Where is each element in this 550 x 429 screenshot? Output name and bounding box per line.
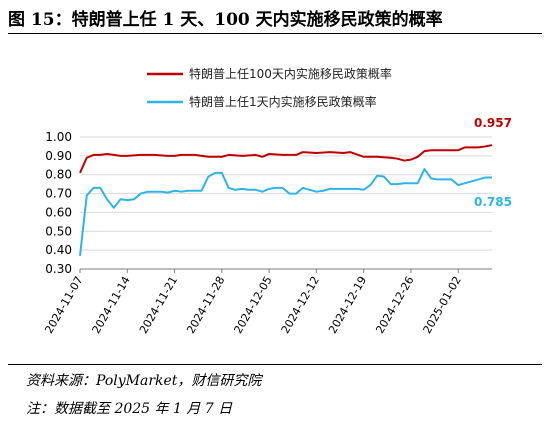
end-value-label: 0.785 bbox=[474, 195, 512, 209]
end-labels: 0.957 0.785 bbox=[474, 116, 512, 209]
x-tick-label: 2024-11-14 bbox=[90, 274, 133, 336]
x-tick-label: 2024-11-28 bbox=[184, 274, 227, 336]
y-tick-label: 0.50 bbox=[45, 224, 72, 238]
series-lines bbox=[79, 144, 493, 256]
y-axis-ticks: 1.00 0.90 0.80 0.70 0.60 0.50 0.40 0.30 bbox=[45, 130, 72, 276]
top-rule bbox=[8, 33, 542, 34]
legend-entry: 特朗普上任100天内实施移民政策概率 bbox=[189, 66, 392, 81]
figure-title: 图 15：特朗普上任 1 天、100 天内实施移民政策的概率 bbox=[8, 10, 443, 30]
series-line-1-day bbox=[79, 168, 492, 256]
x-tick-label: 2024-11-21 bbox=[137, 274, 180, 336]
data-cutoff-note: 注：数据截至 2025 年 1 月 7 日 bbox=[26, 401, 233, 417]
y-tick-label: 0.30 bbox=[45, 262, 72, 276]
y-tick-label: 0.70 bbox=[45, 187, 72, 201]
y-tick-label: 0.60 bbox=[45, 205, 72, 219]
legend-entry: 特朗普上任1天内实施移民政策概率 bbox=[189, 94, 377, 109]
y-tick-label: 0.90 bbox=[45, 149, 72, 163]
y-tick-label: 0.80 bbox=[45, 168, 72, 182]
source-note: 资料来源：PolyMarket，财信研究院 bbox=[26, 373, 262, 389]
end-value-label: 0.957 bbox=[474, 116, 512, 130]
x-tick-label: 2025-01-02 bbox=[421, 274, 464, 336]
x-tick-label: 2024-12-12 bbox=[279, 274, 322, 336]
y-tick-label: 1.00 bbox=[45, 130, 72, 144]
series-line-100-day bbox=[79, 144, 493, 174]
x-tick-label: 2024-12-05 bbox=[231, 274, 274, 336]
x-tick-label: 2024-11-07 bbox=[42, 274, 85, 336]
y-tick-label: 0.40 bbox=[45, 243, 72, 257]
x-tick-label: 2024-12-19 bbox=[326, 274, 369, 336]
line-chart: 1.00 0.90 0.80 0.70 0.60 0.50 0.40 0.30 2024-11… bbox=[42, 66, 512, 336]
bottom-rule bbox=[8, 364, 542, 365]
x-axis-ticks: 2024-11-07 2024-11-14 2024-11-21 2024-11-28… bbox=[42, 269, 464, 336]
x-tick-label: 2024-12-26 bbox=[373, 274, 416, 336]
